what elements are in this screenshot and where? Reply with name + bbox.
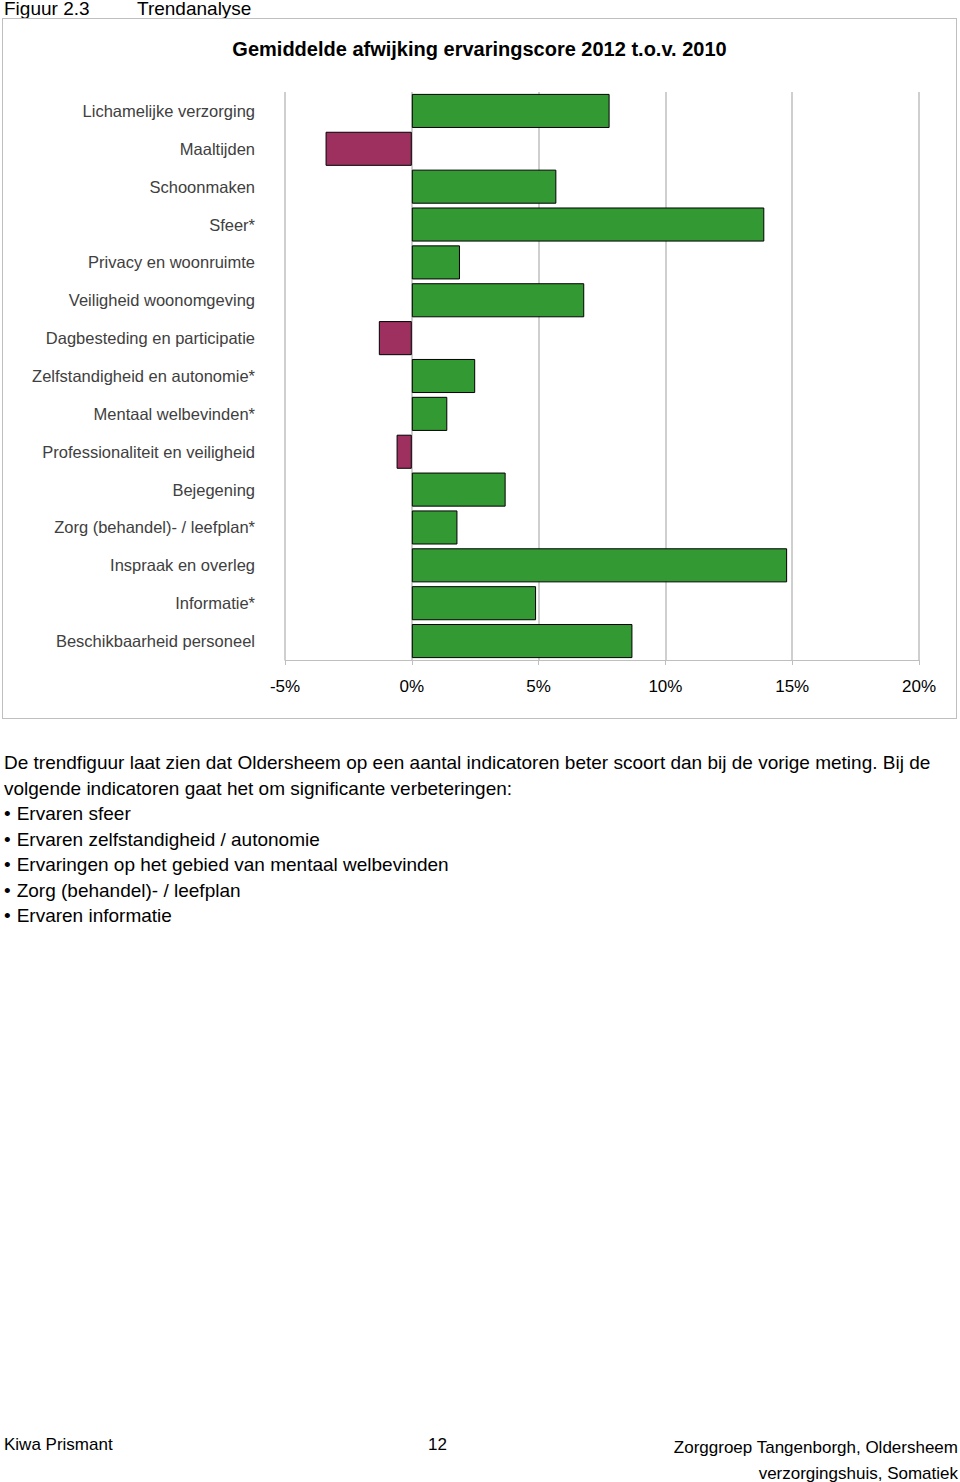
svg-text:Beschikbaarheid personeel: Beschikbaarheid personeel bbox=[56, 632, 255, 650]
html-text:De trendfiguur laat zien dat O: De trendfiguur laat zien dat Oldersheem … bbox=[4, 752, 931, 799]
svg-text:10%: 10% bbox=[648, 677, 682, 696]
html-text:Kiwa Prismant: Kiwa Prismant bbox=[4, 1435, 113, 1454]
svg-text:Zorg (behandel)- / leefplan*: Zorg (behandel)- / leefplan* bbox=[54, 518, 255, 536]
html-text:Ervaren zelfstandigheid / auto: Ervaren zelfstandigheid / autonomie bbox=[16, 828, 320, 850]
svg-text:Dagbesteding en participatie: Dagbesteding en participatie bbox=[46, 329, 255, 347]
svg-text:Privacy en woonruimte: Privacy en woonruimte bbox=[88, 253, 255, 271]
html-text:Ervaren sfeer: Ervaren sfeer bbox=[16, 803, 131, 824]
html-text:Zorggroep Tangenborgh, Oldersh: Zorggroep Tangenborgh, Oldersheem bbox=[673, 1438, 958, 1457]
svg-text:Bejegening: Bejegening bbox=[172, 481, 255, 499]
html-text:Zorg (behandel)- / leefplan: Zorg (behandel)- / leefplan bbox=[16, 879, 241, 901]
html-text:12: 12 bbox=[428, 1435, 447, 1454]
svg-text:Inspraak en overleg: Inspraak en overleg bbox=[110, 556, 255, 574]
svg-text:Gemiddelde afwijking ervarings: Gemiddelde afwijking ervaringscore 2012 … bbox=[232, 38, 726, 60]
html-text:Ervaren informatie: Ervaren informatie bbox=[16, 905, 172, 926]
svg-text:Mentaal welbevinden*: Mentaal welbevinden* bbox=[94, 405, 256, 423]
svg-text:-5%: -5% bbox=[270, 677, 300, 696]
svg-text:Lichamelijke verzorging: Lichamelijke verzorging bbox=[83, 102, 255, 120]
svg-text:5%: 5% bbox=[526, 677, 551, 696]
html-text:Ervaringen op het gebied van m: Ervaringen op het gebied van mentaal wel… bbox=[16, 854, 449, 875]
svg-text:15%: 15% bbox=[775, 677, 809, 696]
svg-text:Informatie*: Informatie* bbox=[175, 594, 255, 612]
svg-text:Sfeer*: Sfeer* bbox=[209, 216, 255, 234]
svg-text:0%: 0% bbox=[400, 677, 425, 696]
svg-text:Zelfstandigheid en autonomie*: Zelfstandigheid en autonomie* bbox=[32, 367, 255, 385]
svg-text:20%: 20% bbox=[902, 677, 936, 696]
svg-text:Maaltijden: Maaltijden bbox=[180, 140, 255, 158]
svg-text:Schoonmaken: Schoonmaken bbox=[150, 178, 256, 196]
svg-text:Professionaliteit en veilighei: Professionaliteit en veiligheid bbox=[42, 443, 255, 461]
svg-text:Veiligheid woonomgeving: Veiligheid woonomgeving bbox=[69, 291, 255, 309]
html-text:verzorgingshuis, Somatiek: verzorgingshuis, Somatiek bbox=[758, 1464, 958, 1482]
